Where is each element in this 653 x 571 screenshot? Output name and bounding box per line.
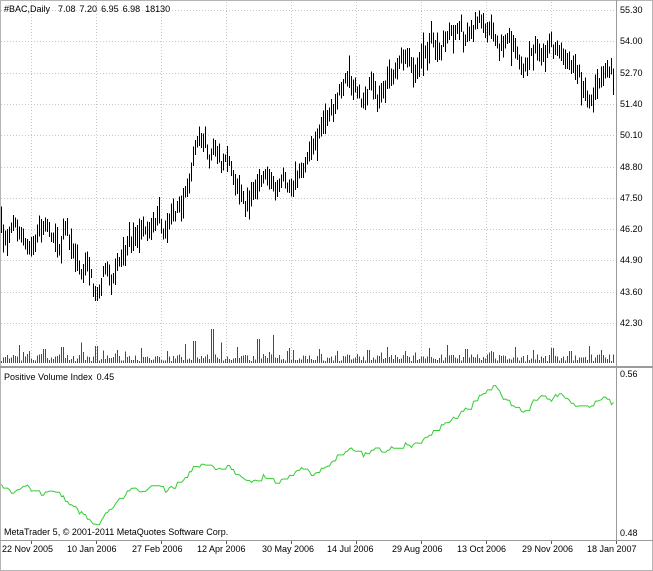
date-axis-label: 10 Jan 2006: [67, 544, 117, 554]
price-axis-label: 54.00: [620, 36, 643, 47]
date-axis-label: 22 Nov 2005: [2, 544, 54, 554]
open-value: 7.08: [58, 4, 76, 14]
date-axis-label: 14 Jul 2006: [327, 544, 374, 554]
copyright-label: MetaTrader 5, © 2001-2011 MetaQuotes Sof…: [4, 527, 229, 537]
date-axis-label: 18 Jan 2007: [587, 544, 637, 554]
ohlc-bars[interactable]: [1, 10, 614, 302]
indicator-axis-label: 0.48: [620, 528, 638, 538]
date-axis-label: 13 Oct 2006: [457, 544, 507, 554]
price-axis-label: 50.10: [620, 130, 643, 141]
price-axis-label: 55.30: [620, 5, 643, 15]
date-axis-label: 27 Feb 2006: [132, 544, 183, 554]
volume-value: 18130: [145, 4, 171, 14]
pvi-line[interactable]: [1, 385, 614, 526]
panel-separator[interactable]: [0, 366, 653, 368]
indicator-value: 0.45: [96, 372, 115, 382]
price-axis-label: 52.70: [620, 67, 643, 78]
price-axis-label: 46.20: [620, 224, 643, 235]
close-value: 6.98: [122, 4, 141, 14]
indicator-name: Positive Volume Index: [4, 372, 93, 382]
date-axis-label: 29 Nov 2006: [522, 544, 574, 554]
price-axis-label: 51.40: [620, 98, 643, 109]
price-axis-label: 47.50: [620, 192, 643, 203]
price-axis-label: 44.90: [620, 255, 643, 266]
low-value: 6.95: [101, 4, 119, 14]
symbol-ohlc-label: #BAC,Daily 7.08 7.20 6.95 6.98 18130: [4, 4, 170, 14]
date-axis-label: 12 Apr 2006: [197, 544, 246, 554]
indicator-axis-label: 0.56: [620, 369, 638, 379]
volume-bars[interactable]: [1, 329, 614, 363]
price-axis-label: 43.60: [620, 286, 643, 297]
price-grid: [1, 2, 616, 364]
price-axis[interactable]: 55.30 54.00 52.70 51.40 50.10 48.80 47.50 46.20…: [620, 0, 653, 540]
date-axis-label: 30 May 2006: [262, 544, 315, 554]
symbol-name: #BAC,Daily: [4, 4, 51, 14]
date-axis[interactable]: 22 Nov 2005 10 Jan 2006 27 Feb 2006 12 Apr …: [0, 544, 653, 558]
high-value: 7.20: [79, 4, 98, 14]
date-axis-label: 29 Aug 2006: [392, 544, 443, 554]
price-axis-label: 42.30: [620, 318, 643, 328]
indicator-label: Positive Volume Index 0.45: [4, 372, 114, 382]
price-axis-label: 48.80: [620, 161, 643, 172]
